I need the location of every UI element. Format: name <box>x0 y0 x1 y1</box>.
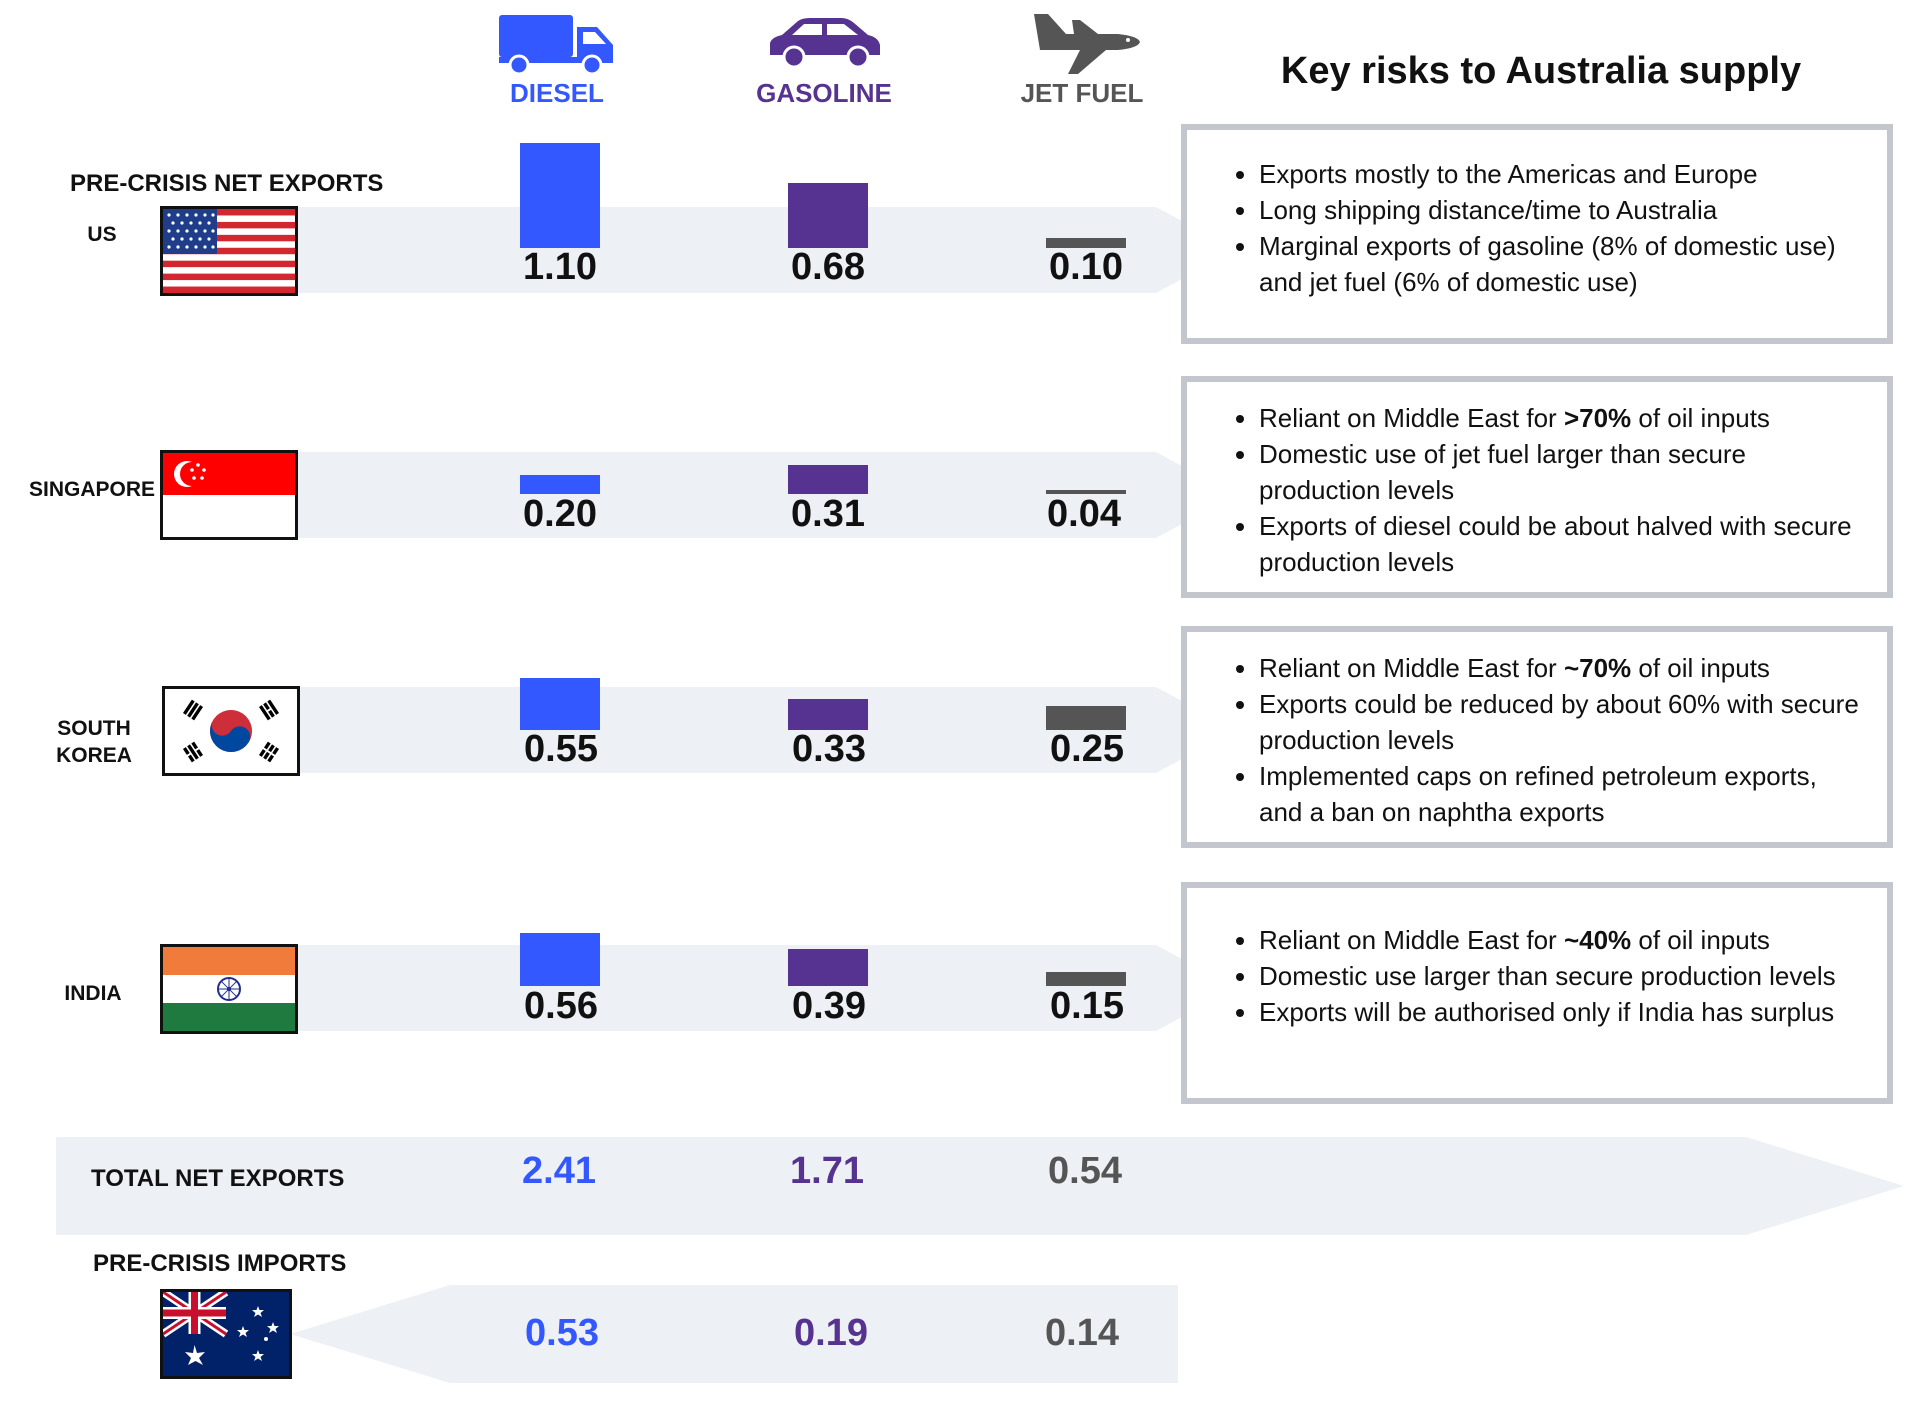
risk-item: Exports of diesel could be about halved … <box>1259 508 1865 580</box>
bar-singapore-jet-fuel <box>1046 490 1126 494</box>
band-singapore <box>296 452 1236 538</box>
risk-item: Domestic use larger than secure producti… <box>1259 958 1865 994</box>
value-us-diesel: 1.10 <box>523 246 597 288</box>
south-korea-flag <box>162 686 300 776</box>
value-singapore-jet-fuel: 0.04 <box>1047 493 1121 535</box>
risk-list-us: Exports mostly to the Americas and Europ… <box>1207 156 1865 300</box>
risk-list-india: Reliant on Middle East for ~40% of oil i… <box>1207 922 1865 1030</box>
risk-item-bold: ~70% <box>1563 653 1632 683</box>
country-label-singapore: SINGAPORE <box>28 478 156 501</box>
risk-item: Long shipping distance/time to Australia <box>1259 192 1865 228</box>
import-diesel: 0.53 <box>525 1312 599 1354</box>
country-label-south-korea: SOUTH KOREA <box>56 717 132 768</box>
bar-india-jet-fuel <box>1046 972 1126 986</box>
risk-item: Marginal exports of gasoline (8% of dome… <box>1259 228 1865 300</box>
risk-item-pre: Reliant on Middle East for <box>1259 653 1564 683</box>
total-net-exports-label: TOTAL NET EXPORTS <box>91 1165 345 1192</box>
risk-item: Domestic use of jet fuel larger than sec… <box>1259 436 1865 508</box>
risk-item-bold: ~40% <box>1563 925 1632 955</box>
india-flag <box>160 944 298 1034</box>
truck-icon <box>497 13 617 75</box>
bar-us-diesel <box>520 143 600 248</box>
value-south-korea-diesel: 0.55 <box>524 728 598 770</box>
bar-south-korea-jet-fuel <box>1046 706 1126 730</box>
value-india-gasoline: 0.39 <box>792 985 866 1027</box>
risk-list-south-korea: Reliant on Middle East for ~70% of oil i… <box>1207 650 1865 830</box>
value-singapore-diesel: 0.20 <box>523 493 597 535</box>
value-us-jet-fuel: 0.10 <box>1049 246 1123 288</box>
risk-item: Implemented caps on refined petroleum ex… <box>1259 758 1865 830</box>
bar-singapore-diesel <box>520 475 600 494</box>
fuel-label-jet-fuel: JET FUEL <box>1020 78 1144 108</box>
risk-item-pre: Reliant on Middle East for <box>1259 925 1564 955</box>
value-india-jet-fuel: 0.15 <box>1050 985 1124 1027</box>
bar-singapore-gasoline <box>788 465 868 494</box>
import-gasoline: 0.19 <box>794 1312 868 1354</box>
risk-item: Exports will be authorised only if India… <box>1259 994 1865 1030</box>
risk-box-south-korea: Reliant on Middle East for ~70% of oil i… <box>1181 626 1893 848</box>
risk-item-bold: >70% <box>1563 403 1632 433</box>
risks-title: Key risks to Australia supply <box>1280 50 1802 92</box>
singapore-flag <box>160 450 298 540</box>
value-india-diesel: 0.56 <box>524 985 598 1027</box>
total-diesel: 2.41 <box>522 1150 596 1192</box>
risk-item-post: of oil inputs <box>1631 403 1770 433</box>
bar-us-gasoline <box>788 183 868 248</box>
risk-item: Reliant on Middle East for ~40% of oil i… <box>1259 922 1865 958</box>
car-icon <box>764 15 884 70</box>
risk-item: Exports mostly to the Americas and Europ… <box>1259 156 1865 192</box>
fuel-label-gasoline: GASOLINE <box>756 78 892 108</box>
fuel-label-diesel: DIESEL <box>510 78 604 108</box>
risk-box-us: Exports mostly to the Americas and Europ… <box>1181 124 1893 344</box>
import-jet-fuel: 0.14 <box>1045 1312 1119 1354</box>
risk-item-post: of oil inputs <box>1631 653 1770 683</box>
value-singapore-gasoline: 0.31 <box>791 493 865 535</box>
bar-south-korea-diesel <box>520 678 600 730</box>
risk-item: Reliant on Middle East for >70% of oil i… <box>1259 400 1865 436</box>
value-us-gasoline: 0.68 <box>791 246 865 288</box>
risk-item-pre: Reliant on Middle East for <box>1259 403 1564 433</box>
total-gasoline: 1.71 <box>790 1150 864 1192</box>
total-jet-fuel: 0.54 <box>1048 1150 1122 1192</box>
value-south-korea-gasoline: 0.33 <box>792 728 866 770</box>
risk-item: Reliant on Middle East for ~70% of oil i… <box>1259 650 1865 686</box>
australia-flag <box>160 1289 292 1379</box>
risk-box-singapore: Reliant on Middle East for >70% of oil i… <box>1181 376 1893 598</box>
risk-list-singapore: Reliant on Middle East for >70% of oil i… <box>1207 400 1865 580</box>
pre-crisis-imports-label: PRE-CRISIS IMPORTS <box>93 1250 347 1277</box>
net-exports-label: PRE-CRISIS NET EXPORTS <box>70 170 384 197</box>
bar-india-diesel <box>520 933 600 986</box>
risk-item: Exports could be reduced by about 60% wi… <box>1259 686 1865 758</box>
value-south-korea-jet-fuel: 0.25 <box>1050 728 1124 770</box>
plane-icon <box>1026 10 1144 76</box>
bar-india-gasoline <box>788 949 868 986</box>
band-imports <box>290 1285 1178 1383</box>
bar-south-korea-gasoline <box>788 699 868 730</box>
country-label-us: US <box>87 223 117 246</box>
us-flag <box>160 206 298 296</box>
bar-us-jet-fuel <box>1046 238 1126 248</box>
country-label-india: INDIA <box>64 982 122 1005</box>
risk-item-post: of oil inputs <box>1631 925 1770 955</box>
band-total <box>56 1137 1904 1235</box>
risk-box-india: Reliant on Middle East for ~40% of oil i… <box>1181 882 1893 1104</box>
